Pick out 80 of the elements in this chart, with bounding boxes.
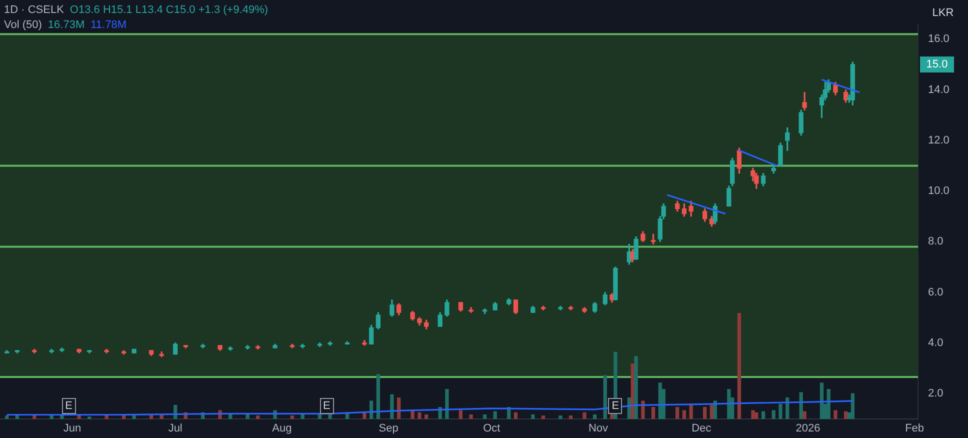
y-tick-label: 12.0 [928,134,950,146]
bar [689,404,693,419]
y-tick-label: 16.0 [928,33,950,46]
bar [531,414,535,419]
bar [5,415,9,419]
x-tick-label: Aug [272,422,292,434]
bar [802,411,806,419]
bar [568,415,573,419]
bar [641,400,645,419]
bar [703,407,707,419]
bar [772,410,776,419]
chart-title: 1D · CSELK [4,4,64,16]
bar [50,415,54,419]
bar [256,415,260,419]
x-tick-label: Feb [905,422,924,434]
bar [318,414,322,419]
bar [558,415,562,419]
bar [582,412,586,419]
bar [751,410,755,419]
x-tick-label: Oct [483,422,500,434]
bar [826,388,830,419]
bar [778,404,782,419]
bar [493,411,497,419]
bar [424,414,428,419]
bar [104,415,108,419]
bar [290,415,294,419]
bar [122,415,126,419]
x-tick-label: Jul [168,422,182,434]
x-tick-label: Jun [63,422,82,434]
y-tick-label: 14.0 [928,84,950,96]
bar [469,414,473,419]
bar [634,356,638,419]
annotation: 11.78M [90,19,126,31]
annotation: 15.0 [926,58,948,71]
bar [761,411,766,419]
bar [246,414,250,419]
bar [32,415,36,419]
y-tick-label: 8.0 [928,236,944,248]
bar [458,410,463,419]
bar [820,382,824,419]
bar [390,394,394,419]
y-axis-title: LKR [932,7,954,20]
bar [737,313,742,419]
bar [445,388,449,419]
x-tick-label: Dec [692,422,712,434]
annotation: E [608,398,622,414]
bar [682,410,686,419]
bar [418,412,422,419]
bar [844,411,848,419]
x-tick-label: Nov [588,422,609,434]
y-tick-label: 10.0 [928,185,950,198]
bar [592,414,597,419]
y-tick-label: 4.0 [928,336,944,349]
y-tick-label: 6.0 [928,286,944,298]
bar [850,393,855,419]
annotation: E [62,398,76,414]
bar [727,388,731,419]
annotation: 16.73M [48,19,85,31]
bar [710,404,714,419]
x-tick-label: Sep [378,422,398,434]
bar [300,414,304,419]
annotation: Vol (50) [4,19,42,31]
chart-subtitle: O13.6 H15.1 L13.4 C15.0 +1.3 (+9.49%) [70,4,268,16]
bar [754,412,758,419]
y-tick-label: 2.0 [928,388,944,400]
bar [514,412,518,419]
bar [362,412,366,419]
bar [541,415,546,419]
bar [376,374,380,419]
bar [228,414,232,419]
bar [482,414,487,419]
bar [675,407,680,419]
bar [15,415,20,419]
bar [651,407,656,419]
annotation: E [320,398,334,414]
bar [834,410,838,419]
bar [132,415,136,419]
bar [77,415,81,419]
x-tick-label: 2026 [796,422,820,434]
bar [603,375,607,419]
